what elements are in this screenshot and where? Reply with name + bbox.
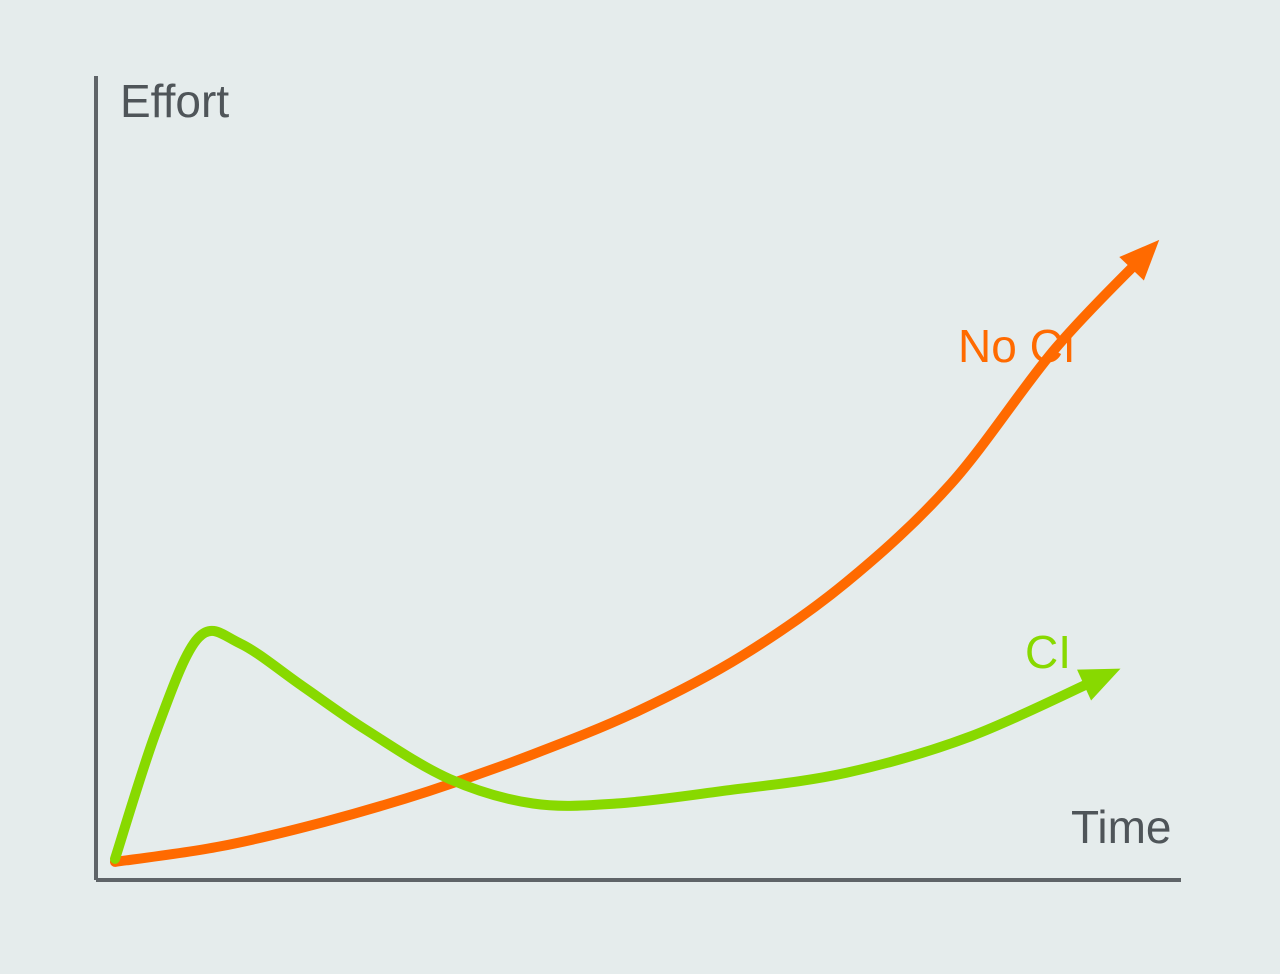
ci-series-line (110, 625, 1113, 864)
ci-label: CI (1025, 626, 1071, 678)
ci-arrowhead (1077, 668, 1121, 701)
series-layer: No CI CI (110, 239, 1160, 867)
no-ci-arrowhead (1119, 239, 1160, 281)
no-ci-series-line (110, 245, 1155, 867)
no-ci-label: No CI (958, 320, 1076, 372)
x-axis-label: Time (1071, 801, 1172, 853)
y-axis-label: Effort (120, 75, 229, 127)
